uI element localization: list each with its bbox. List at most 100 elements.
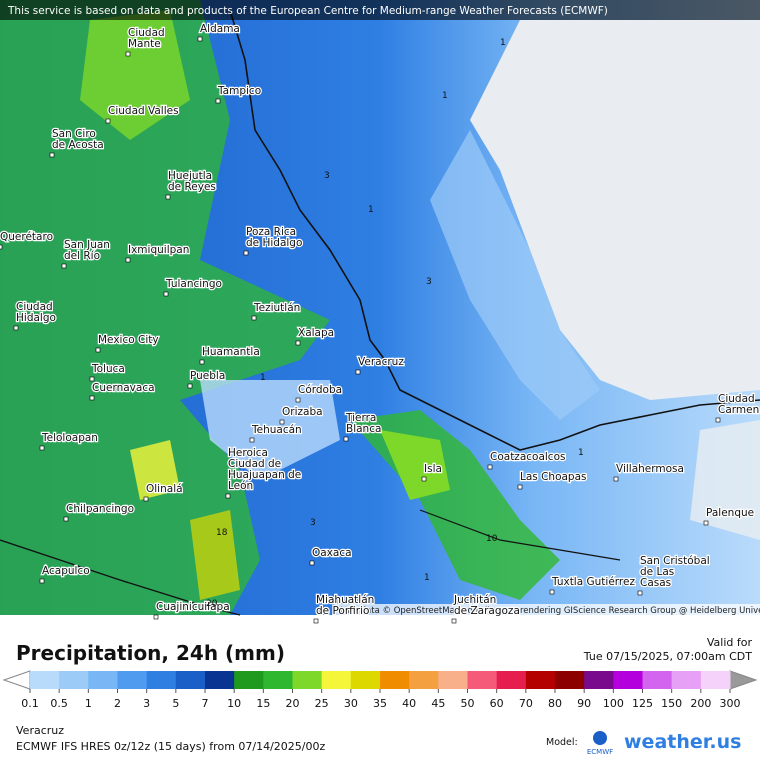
city-label: San Juan xyxy=(64,239,110,251)
city-label: de Hidalgo xyxy=(246,237,302,249)
tick-label: 7 xyxy=(202,697,209,710)
city-label: Oaxaca xyxy=(312,547,352,559)
color-swatch xyxy=(496,671,527,689)
city-label: Juchitán xyxy=(453,594,496,606)
city-marker xyxy=(487,464,493,470)
city-marker xyxy=(279,419,285,425)
tick-label: 300 xyxy=(720,697,741,710)
brand[interactable]: weather.us xyxy=(624,731,741,753)
city-marker xyxy=(95,347,101,353)
city-label: Palenque xyxy=(706,507,754,519)
city-label: Ciudad xyxy=(16,301,53,313)
tick-label: 40 xyxy=(402,697,416,710)
city-marker xyxy=(309,560,315,566)
city-marker xyxy=(215,98,221,104)
attribution: Map data © OpenStreetMap contributors, r… xyxy=(340,606,760,616)
city-label: Ciudad de xyxy=(228,458,281,470)
city-marker xyxy=(225,493,231,499)
model-label: Model: xyxy=(546,737,578,748)
tick-label: 35 xyxy=(373,697,387,710)
city-label: de Reyes xyxy=(168,181,216,193)
city-label: Huajuapan de xyxy=(228,469,301,481)
region: Veracruz xyxy=(16,724,64,737)
city-label: del Río xyxy=(64,250,100,262)
contour-labels: 1 1 3 1 3 1 1 10 18 20 3 1 xyxy=(206,38,584,609)
city-label: Poza Rica xyxy=(246,226,296,238)
city-label: Ciudad xyxy=(128,27,165,39)
city-marker xyxy=(63,516,69,522)
tick-label: 100 xyxy=(603,697,624,710)
color-swatch xyxy=(205,671,235,689)
city-marker xyxy=(295,340,301,346)
city-label: Huejutla xyxy=(168,170,212,182)
city-marker xyxy=(715,417,721,423)
city-marker xyxy=(343,436,349,442)
city-label: Puebla xyxy=(190,370,225,382)
color-swatch xyxy=(88,671,118,689)
city-marker xyxy=(251,315,257,321)
color-swatch xyxy=(350,671,381,689)
color-swatch xyxy=(642,671,673,689)
tick-label: 70 xyxy=(519,697,533,710)
tick-label: 45 xyxy=(431,697,445,710)
tick-label: 200 xyxy=(690,697,711,710)
city-marker xyxy=(39,578,45,584)
contour-label: 18 xyxy=(216,528,228,538)
city-label: de Acosta xyxy=(52,139,104,151)
contour-label: 1 xyxy=(424,573,430,583)
tick-label: 80 xyxy=(548,697,562,710)
city-label: Huamantla xyxy=(202,346,260,358)
city-marker xyxy=(637,590,643,596)
city-marker xyxy=(13,325,19,331)
color-bar: 0.1 0.5 1 2 3 5 7 10 15 20 25 30 35 40 45 50 60 70 80 90 100… xyxy=(21,671,741,710)
city-label: Acapulco xyxy=(42,565,90,577)
color-swatch xyxy=(671,671,702,689)
city-label: Aldama xyxy=(200,23,240,35)
city-marker xyxy=(421,476,427,482)
city-label: Cuernavaca xyxy=(92,382,155,394)
city-label: Carmen xyxy=(718,404,759,416)
color-swatch xyxy=(321,671,352,689)
color-swatch xyxy=(292,671,323,689)
city-marker xyxy=(143,496,149,502)
tick-label: 60 xyxy=(490,697,504,710)
city-label: Tehuacán xyxy=(251,424,302,436)
city-marker xyxy=(197,36,203,42)
valid-label: Valid for xyxy=(707,636,753,649)
city-marker xyxy=(355,369,361,375)
color-swatch xyxy=(380,671,410,689)
tick-label: 3 xyxy=(143,697,150,710)
contour-label: 20 xyxy=(206,599,218,609)
city-marker xyxy=(0,244,3,250)
color-swatch xyxy=(234,671,264,689)
city-marker xyxy=(163,291,169,297)
city-label: Córdoba xyxy=(298,384,342,396)
city-label: Blanca xyxy=(346,423,381,435)
tick-label: 125 xyxy=(632,697,653,710)
city-label: Xalapa xyxy=(298,327,334,339)
city-marker xyxy=(165,194,171,200)
city-marker xyxy=(89,376,95,382)
tick-label: 30 xyxy=(344,697,358,710)
city-marker xyxy=(187,383,193,389)
tick-label: 50 xyxy=(461,697,475,710)
contour-label: 1 xyxy=(578,448,584,458)
contour-label: 3 xyxy=(324,171,330,181)
city-label: San Cristóbal xyxy=(640,555,710,567)
color-swatch xyxy=(438,671,468,689)
city-marker xyxy=(61,263,67,269)
color-swatch xyxy=(613,671,643,689)
color-swatch xyxy=(584,671,614,689)
model-name: ECMWF xyxy=(587,748,613,756)
city-label: Toluca xyxy=(91,363,125,375)
legend: Precipitation, 24h (mm) Valid for Tue 07… xyxy=(2,636,758,756)
legend-title: Precipitation, 24h (mm) xyxy=(16,641,285,665)
city-label: Mexico City xyxy=(98,334,159,346)
color-swatch xyxy=(263,671,293,689)
city-label: Ciudad xyxy=(718,393,755,405)
city-label: Olinalá xyxy=(146,483,183,495)
city-label: Teziutlán xyxy=(253,302,300,314)
city-marker xyxy=(153,614,159,620)
city-marker xyxy=(125,51,131,57)
